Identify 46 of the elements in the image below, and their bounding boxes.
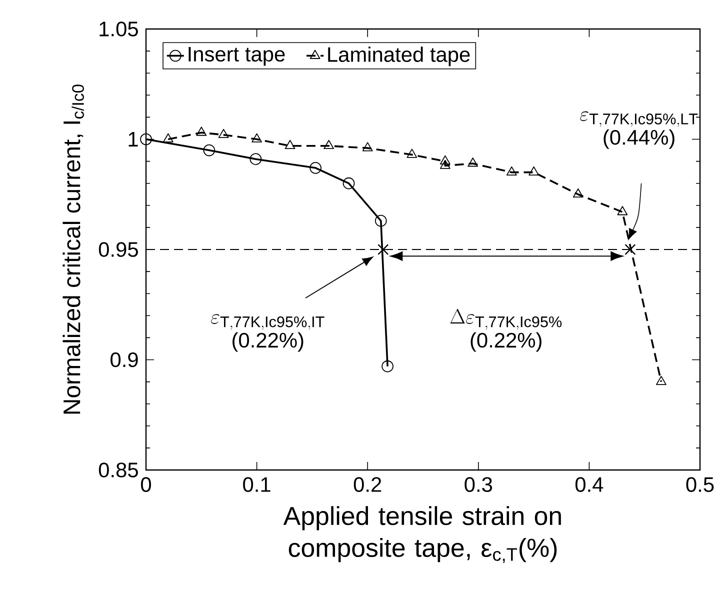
- y-tick-label: 1.05: [100, 22, 138, 36]
- annotation: (0.22%): [232, 332, 304, 352]
- point: [468, 158, 478, 167]
- point: [252, 133, 262, 142]
- y-axis-title: Normalized critical current, I$_{c/Ic0}$: [62, 84, 84, 414]
- point: [218, 128, 229, 138]
- point: [310, 162, 322, 174]
- point: [378, 244, 389, 256]
- annotation: $\varepsilon_{\mathrm{T,77K,Ic95\%,IT}}$: [211, 314, 324, 330]
- point: [656, 376, 666, 385]
- annotation: (0.22%): [470, 332, 542, 352]
- x-tick-label: 0.3: [464, 477, 492, 492]
- point: [196, 126, 207, 136]
- annotation: $\varepsilon_{\mathrm{T,77K,Ic95\%,LT}}$: [580, 111, 698, 128]
- annotation: (0.44%): [604, 129, 674, 149]
- y-tick-label: 0.9: [110, 352, 138, 368]
- point: [624, 244, 636, 256]
- point: [440, 160, 450, 169]
- point: [406, 148, 418, 158]
- y-tick-label: 0.85: [98, 462, 138, 478]
- point: [440, 155, 450, 164]
- point: [324, 140, 334, 150]
- x-tick-label: 0.2: [354, 477, 382, 492]
- x-tick-label: 0.5: [686, 477, 714, 492]
- x-tick-label: 0: [140, 477, 151, 492]
- point: [250, 153, 262, 166]
- point: [284, 140, 296, 150]
- legend-label: Insert tape: [188, 46, 285, 66]
- point: [506, 166, 517, 176]
- point: [374, 214, 387, 227]
- point: [528, 166, 539, 176]
- x-tick-label: 0.1: [243, 477, 270, 492]
- x-tick-label: 0.4: [575, 477, 604, 492]
- y-tick-label: 1: [128, 132, 138, 146]
- point: [162, 133, 174, 142]
- point: [362, 142, 373, 152]
- point: [342, 177, 355, 190]
- point: [617, 206, 628, 216]
- annotation: $\Delta\varepsilon_{\mathrm{T,77K,Ic95\%}}$: [450, 308, 562, 330]
- y-tick-label: 0.95: [98, 242, 138, 257]
- point: [203, 144, 216, 156]
- x-axis-title: Applied tensile strain on composite tape, ε$_{c,T}$(%): [283, 506, 561, 564]
- point: [572, 188, 584, 198]
- point: [140, 133, 152, 146]
- legend-label: Laminated tape: [328, 46, 470, 66]
- point: [382, 360, 394, 372]
